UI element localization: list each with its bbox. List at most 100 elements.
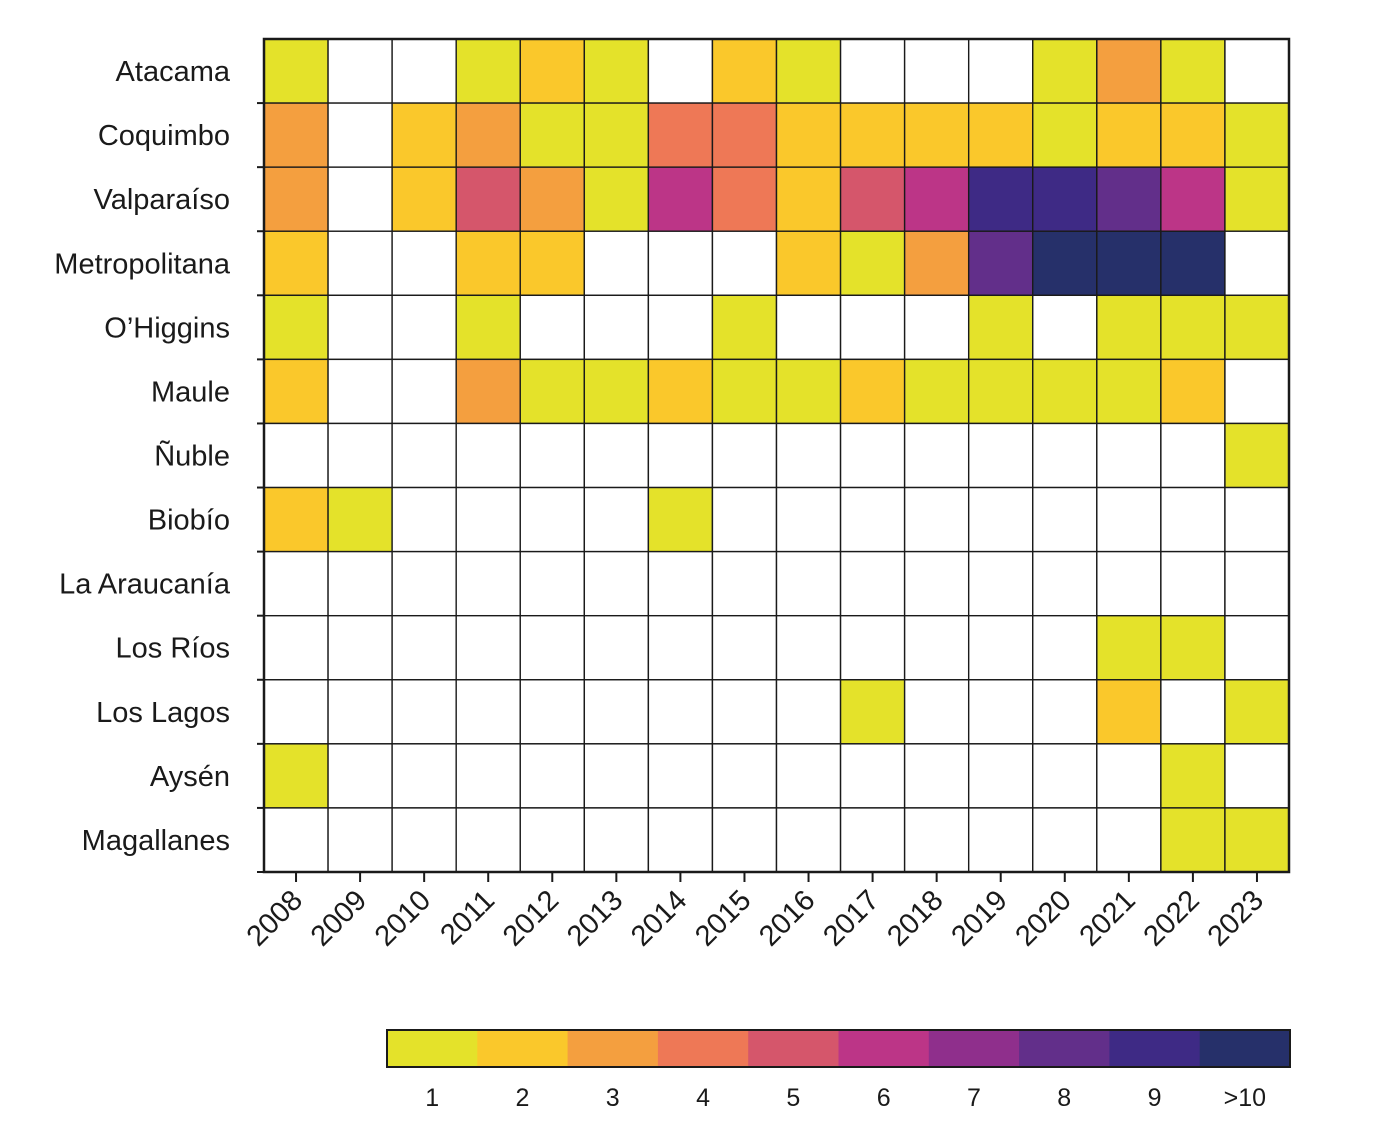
heatmap-cell: [1160, 550, 1226, 617]
heatmap-cell: [903, 102, 970, 168]
heatmap-cell: [455, 358, 521, 425]
colorbar-swatch: [1019, 1030, 1110, 1067]
heatmap-cell: [839, 294, 906, 361]
heatmap-cell: [1096, 614, 1162, 681]
heatmap-cell: [391, 38, 457, 104]
heatmap-cell: [263, 614, 329, 681]
heatmap-cell: [263, 38, 329, 104]
heatmap-cell: [647, 807, 714, 873]
heatmap-cell: [903, 807, 970, 873]
heatmap-cell: [1032, 679, 1098, 745]
heatmap-cell: [583, 230, 650, 297]
heatmap-cell: [391, 550, 457, 617]
x-tick-label: 2015: [689, 884, 757, 952]
x-tick-label: 2013: [561, 884, 629, 952]
x-tick-label: 2018: [881, 884, 949, 952]
heatmap-cell: [903, 614, 970, 681]
y-tick-label: Los Ríos: [116, 633, 230, 665]
heatmap-cell: [967, 807, 1034, 873]
colorbar-label: 9: [1148, 1084, 1162, 1112]
heatmap-cell: [711, 550, 778, 617]
heatmap-cell: [519, 614, 586, 681]
colorbar-label: 5: [786, 1084, 800, 1112]
heatmap-cell: [711, 486, 778, 553]
heatmap-cell: [711, 102, 778, 168]
heatmap-cell: [839, 550, 906, 617]
heatmap-cell: [839, 807, 906, 873]
heatmap-cell: [775, 294, 842, 361]
y-tick-label: Metropolitana: [54, 248, 231, 280]
heatmap-cell: [775, 807, 842, 873]
heatmap-cell: [263, 807, 329, 873]
heatmap-cell: [1224, 294, 1290, 361]
heatmap-cell: [1160, 679, 1226, 745]
x-tick-label: 2014: [625, 884, 693, 952]
heatmap-cell: [903, 358, 970, 425]
heatmap-cell: [263, 358, 329, 425]
heatmap-cell: [1224, 422, 1290, 489]
colorbar-swatch: [928, 1030, 1020, 1067]
y-tick-label: Atacama: [116, 56, 231, 88]
heatmap-cell: [775, 230, 842, 297]
heatmap-cell: [519, 358, 586, 425]
heatmap-cell: [519, 230, 586, 297]
heatmap-cell: [1032, 294, 1098, 361]
heatmap-cell: [647, 422, 714, 489]
heatmap-cell: [327, 358, 393, 425]
heatmap-cell: [903, 679, 970, 745]
heatmap-cell: [775, 102, 842, 168]
heatmap-cell: [391, 358, 457, 425]
heatmap-cell: [327, 38, 393, 104]
heatmap-cell: [455, 422, 521, 489]
heatmap-cell: [839, 679, 906, 745]
heatmap-cell: [1032, 422, 1098, 489]
x-tick-label: 2008: [241, 884, 309, 952]
heatmap-cell: [519, 166, 586, 232]
heatmap-cell: [263, 294, 329, 361]
heatmap-cell: [455, 743, 521, 809]
heatmap-cell: [1160, 422, 1226, 489]
y-tick-label: Coquimbo: [98, 120, 230, 152]
heatmap-cell: [839, 486, 906, 553]
heatmap-cell: [839, 614, 906, 681]
heatmap-cell: [583, 166, 650, 232]
heatmap-cell: [903, 38, 970, 104]
heatmap-cell: [327, 550, 393, 617]
heatmap-cell: [583, 294, 650, 361]
heatmap-cell: [711, 807, 778, 873]
heatmap-cell: [391, 743, 457, 809]
heatmap-cell: [839, 166, 906, 232]
heatmap-cell: [903, 422, 970, 489]
y-tick-label: Biobío: [148, 505, 230, 537]
colorbar-label: 4: [696, 1084, 710, 1112]
colorbar-swatch: [1199, 1030, 1291, 1067]
heatmap-cell: [1224, 486, 1290, 553]
heatmap-cell: [711, 230, 778, 297]
heatmap-cell: [583, 102, 650, 168]
heatmap-cell: [391, 166, 457, 232]
heatmap-cell: [263, 743, 329, 809]
heatmap-cell: [519, 807, 586, 873]
heatmap-cell: [711, 422, 778, 489]
heatmap-cell: [711, 614, 778, 681]
x-tick-label: 2011: [434, 884, 501, 951]
y-tick-label: Magallanes: [82, 825, 230, 857]
heatmap-cells: [262, 37, 1291, 874]
heatmap-cell: [647, 486, 714, 553]
heatmap-cell: [455, 230, 521, 297]
heatmap-cell: [455, 166, 521, 232]
heatmap-cell: [775, 422, 842, 489]
heatmap-cell: [1160, 358, 1226, 425]
heatmap-cell: [455, 807, 521, 873]
heatmap-cell: [967, 679, 1034, 745]
x-tick-label: 2012: [497, 884, 565, 952]
x-tick-label: 2017: [817, 884, 885, 952]
heatmap-cell: [391, 679, 457, 745]
heatmap-cell: [583, 422, 650, 489]
heatmap-cell: [1096, 422, 1162, 489]
x-tick-label: 2009: [305, 884, 373, 952]
heatmap-cell: [391, 294, 457, 361]
heatmap-cell: [327, 614, 393, 681]
heatmap-cell: [967, 230, 1034, 297]
colorbar-swatch: [748, 1030, 839, 1067]
